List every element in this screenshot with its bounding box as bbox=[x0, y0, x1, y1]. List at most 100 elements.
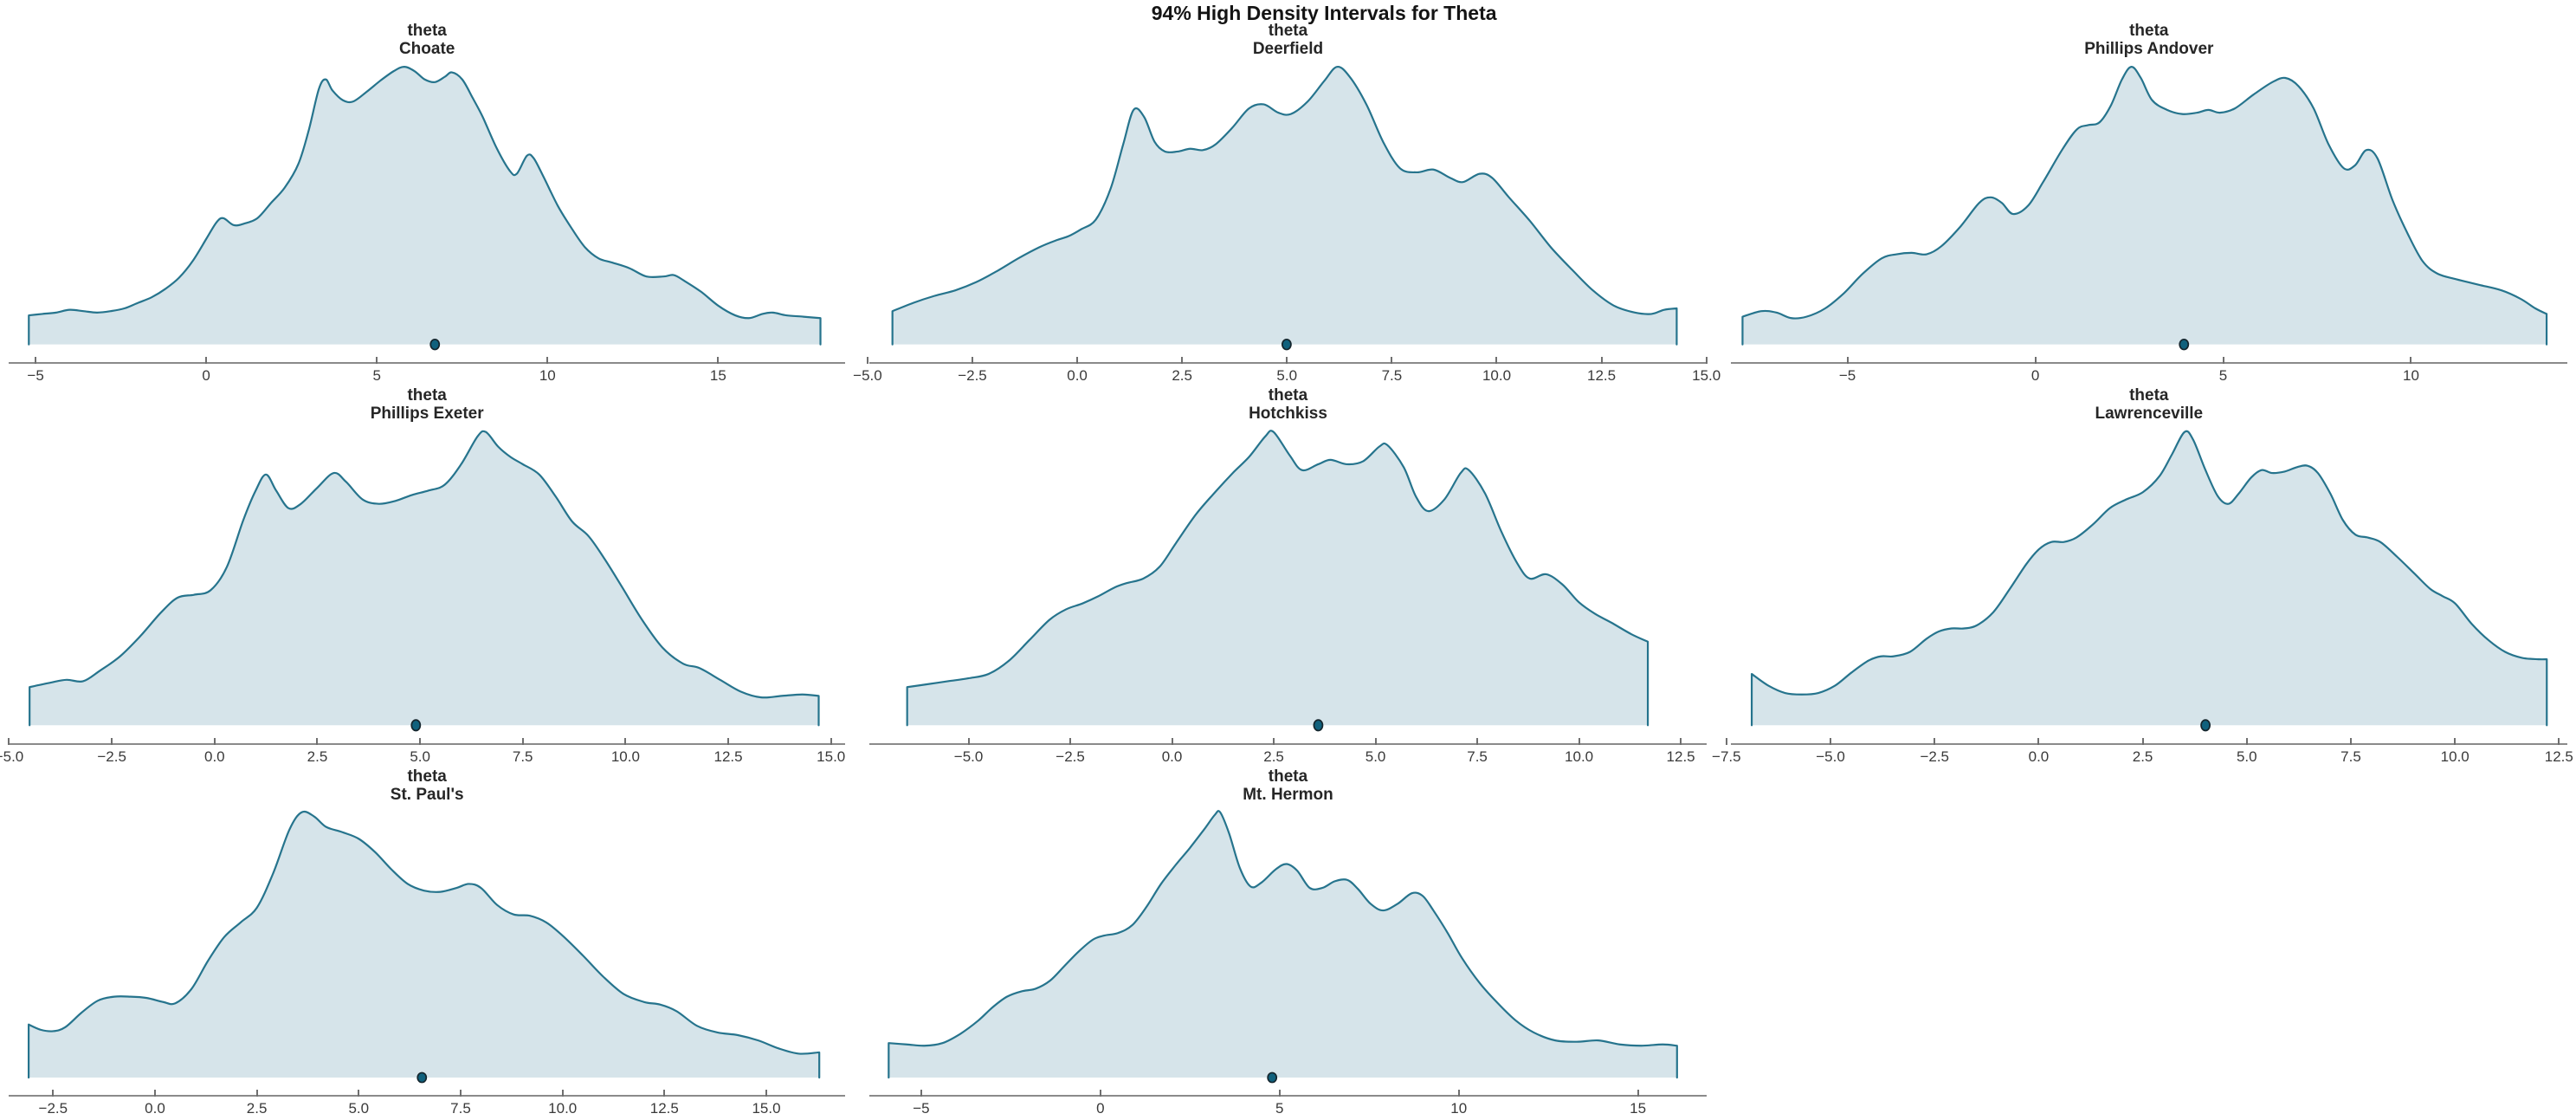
x-axis-tick-label: 7.5 bbox=[2340, 748, 2361, 765]
x-axis-tick-label: 2.5 bbox=[307, 748, 328, 765]
subplot-title-group: Deerfield bbox=[1252, 39, 1324, 58]
x-axis-tick-label: 5.0 bbox=[1365, 748, 1386, 765]
x-axis-tick bbox=[2454, 738, 2457, 745]
x-axis-tick-label: −5.0 bbox=[853, 367, 882, 384]
x-axis-tick-label: 0 bbox=[1096, 1100, 1105, 1117]
x-axis-tick-label: 0 bbox=[2030, 367, 2040, 384]
subplot-title-var: theta bbox=[407, 767, 447, 786]
x-axis-tick bbox=[255, 1090, 258, 1097]
x-axis-tick-label: −2.5 bbox=[1056, 748, 1085, 765]
x-axis-tick-label: 12.5 bbox=[2544, 748, 2573, 765]
x-axis-tick bbox=[2034, 357, 2037, 364]
x-axis-tick-label: −2.5 bbox=[38, 1100, 68, 1117]
density-plot-area bbox=[9, 59, 845, 351]
x-axis-tick bbox=[765, 1090, 767, 1097]
x-axis-spine bbox=[9, 362, 846, 364]
kde-outline bbox=[893, 67, 1677, 345]
x-axis-tick-label: 7.5 bbox=[512, 748, 533, 765]
x-axis-tick-label: 7.5 bbox=[1467, 748, 1488, 765]
x-axis-tick bbox=[727, 738, 730, 745]
x-axis-tick-label: 10 bbox=[539, 367, 556, 384]
x-axis-tick-label: −5 bbox=[913, 1100, 930, 1117]
kde-fill bbox=[29, 67, 821, 345]
x-axis-tick-label: 0.0 bbox=[1067, 367, 1088, 384]
x-axis-tick bbox=[1846, 357, 1849, 364]
x-axis-tick bbox=[2245, 738, 2248, 745]
subplot-title: theta Choate bbox=[9, 22, 845, 59]
x-axis-tick bbox=[1476, 738, 1479, 745]
x-axis-tick bbox=[2037, 738, 2040, 745]
x-axis-tick-label: −2.5 bbox=[1920, 748, 1950, 765]
x-axis-tick-label: −5.0 bbox=[0, 748, 24, 765]
kde-svg bbox=[1731, 59, 2567, 351]
x-axis-tick bbox=[1391, 357, 1393, 364]
subplot-st-paul-s: theta St. Paul's −2.5 0.0 2.5 5.0 7.5 10.0 12.5 1… bbox=[9, 767, 846, 1120]
x-axis-tick bbox=[316, 738, 319, 745]
x-axis-tick-label: 5.0 bbox=[1276, 367, 1298, 384]
x-axis-spine bbox=[9, 743, 846, 745]
x-axis-tick-label: 15 bbox=[1630, 1100, 1647, 1117]
subplot-title-var: theta bbox=[1268, 386, 1308, 405]
subplot-title-group: Phillips Exeter bbox=[370, 404, 484, 423]
x-axis-tick-label: 10.0 bbox=[1565, 748, 1594, 765]
subplot-title-var: theta bbox=[1268, 22, 1308, 40]
subplot-title-var: theta bbox=[407, 22, 447, 40]
x-axis-tick bbox=[1600, 357, 1603, 364]
x-axis-tick bbox=[358, 1090, 360, 1097]
x-axis-tick bbox=[1374, 738, 1377, 745]
x-axis-tick bbox=[154, 1090, 156, 1097]
density-plot-area bbox=[869, 805, 1706, 1084]
x-axis-spine bbox=[869, 362, 1707, 364]
x-axis: −5 0 5 10 15 bbox=[869, 1084, 1707, 1120]
x-axis-tick-label: 10 bbox=[1450, 1100, 1468, 1117]
x-axis-tick bbox=[8, 738, 10, 745]
kde-svg bbox=[9, 59, 845, 351]
subplot-title: theta Hotchkiss bbox=[869, 386, 1706, 424]
x-axis-tick bbox=[111, 738, 113, 745]
x-axis-tick bbox=[1286, 357, 1288, 364]
x-axis-tick bbox=[1705, 357, 1708, 364]
subplot-title: theta Deerfield bbox=[869, 22, 1706, 59]
subplot-phillips-andover: theta Phillips Andover −5 0 5 10 bbox=[1730, 0, 2567, 387]
x-axis-tick bbox=[1830, 738, 1832, 745]
subplot-title-group: Mt. Hermon bbox=[1243, 785, 1333, 804]
subplot-hotchkiss: theta Hotchkiss −5.0 −2.5 0.0 2.5 5.0 7.5 10.0 12… bbox=[869, 386, 1707, 768]
subplot-title-group: Phillips Andover bbox=[2084, 39, 2214, 58]
density-plot-area bbox=[1731, 424, 2567, 732]
figure-title: 94% High Density Intervals for Theta bbox=[1151, 2, 1497, 24]
subplot-title-var: theta bbox=[2129, 22, 2169, 40]
kde-fill bbox=[888, 811, 1678, 1078]
kde-fill bbox=[907, 431, 1649, 726]
kde-fill bbox=[892, 67, 1677, 345]
subplot-title: theta Mt. Hermon bbox=[869, 767, 1706, 805]
point-estimate-dot bbox=[2179, 338, 2189, 351]
x-axis-tick-label: 12.5 bbox=[1666, 748, 1695, 765]
x-axis-tick bbox=[1680, 738, 1682, 745]
x-axis-tick-label: 15.0 bbox=[1692, 367, 1721, 384]
subplot-title: theta Phillips Exeter bbox=[9, 386, 845, 424]
x-axis: −5 0 5 10 bbox=[1730, 351, 2567, 387]
x-axis-tick bbox=[1076, 357, 1079, 364]
x-axis-tick-label: 10 bbox=[2403, 367, 2419, 384]
x-axis: −5 0 5 10 15 bbox=[9, 351, 846, 387]
x-axis-spine bbox=[869, 743, 1707, 745]
subplot-choate: theta Choate −5 0 5 10 15 bbox=[9, 0, 846, 387]
kde-outline bbox=[907, 431, 1648, 725]
subplot-title: theta Lawrenceville bbox=[1731, 386, 2567, 424]
empty-subplot-slot bbox=[1731, 768, 2567, 1120]
x-axis-tick-label: 5 bbox=[372, 367, 381, 384]
point-estimate-dot bbox=[1267, 1071, 1278, 1084]
x-axis-tick bbox=[1934, 738, 1936, 745]
kde-fill bbox=[29, 431, 819, 726]
kde-fill bbox=[29, 811, 820, 1078]
point-estimate-dot bbox=[1282, 338, 1293, 351]
x-axis-tick bbox=[2410, 357, 2412, 364]
x-axis-tick-label: 15 bbox=[709, 367, 726, 384]
density-plot-area bbox=[9, 805, 845, 1084]
x-axis-tick-label: 2.5 bbox=[2132, 748, 2153, 765]
x-axis-tick-label: 10.0 bbox=[1482, 367, 1512, 384]
kde-svg bbox=[9, 805, 845, 1084]
x-axis-tick-label: 0.0 bbox=[145, 1100, 165, 1117]
